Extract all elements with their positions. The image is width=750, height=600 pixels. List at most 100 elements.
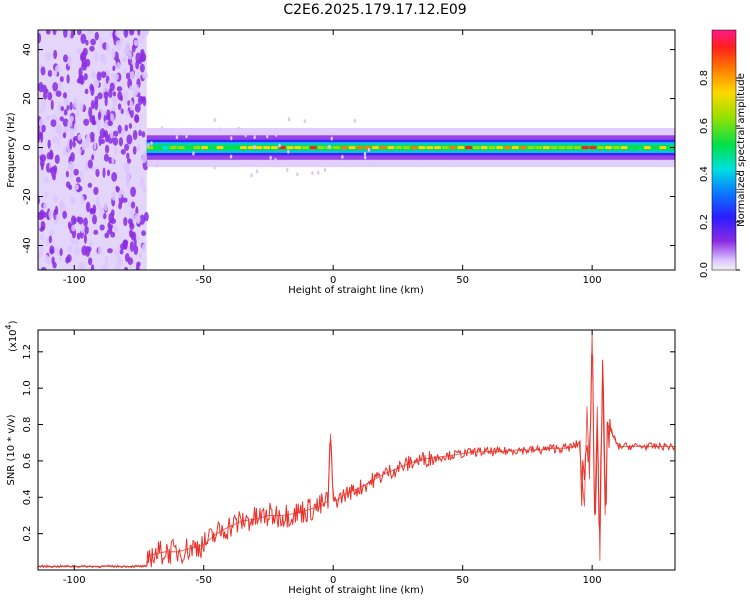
noise-blob xyxy=(38,223,42,229)
signal-scatter-blob xyxy=(255,169,259,174)
noise-blob xyxy=(81,195,85,206)
signal-scatter-blob xyxy=(364,155,367,160)
noise-blob xyxy=(81,141,87,151)
noise-blob xyxy=(143,211,149,222)
signal-scatter-blob xyxy=(170,129,173,134)
noise-blob xyxy=(124,124,128,132)
snr-panel: -100 -50 0 50 100 0.2 0.4 0.6 0.8 1.0 1.2 Height … xyxy=(4,320,676,596)
snr-y-tick-label: 0.8 xyxy=(22,417,33,433)
noise-blob xyxy=(71,224,76,232)
noise-blob xyxy=(141,243,146,254)
signal-scatter-blob xyxy=(244,133,247,138)
signal-scatter-blob xyxy=(147,143,150,148)
noise-blob xyxy=(144,30,149,36)
noise-blob xyxy=(141,154,147,164)
noise-blob xyxy=(52,81,59,92)
signal-core-segment xyxy=(356,146,364,150)
signal-core-segment xyxy=(271,146,278,150)
signal-core-segment xyxy=(519,146,527,150)
noise-blob xyxy=(69,101,73,111)
noise-blob xyxy=(120,108,124,115)
noise-blob xyxy=(100,71,107,79)
snr-x-tick-label: 50 xyxy=(456,575,469,586)
noise-blob xyxy=(123,217,128,227)
signal-scatter-blob xyxy=(287,149,290,154)
colorbar-scale xyxy=(711,29,737,271)
snr-x-ticks: -100 -50 0 50 100 xyxy=(63,330,602,586)
noise-blob xyxy=(52,194,58,203)
noise-blob xyxy=(93,186,99,196)
noise-blob xyxy=(111,72,115,81)
noise-blob xyxy=(80,223,85,234)
spectrogram-x-ticks: -100 -50 0 50 100 xyxy=(63,30,602,286)
signal-core-segment xyxy=(193,146,201,150)
noise-blob xyxy=(127,201,132,208)
noise-blob xyxy=(62,92,68,99)
noise-blob xyxy=(134,114,140,124)
noise-blob xyxy=(116,61,121,70)
signal-scatter-blob xyxy=(317,170,320,175)
noise-blob xyxy=(44,176,49,184)
noise-blob xyxy=(88,106,93,118)
noise-blob xyxy=(39,209,45,220)
noise-blob xyxy=(133,84,140,95)
signal-core-segment xyxy=(317,146,325,150)
noise-blob xyxy=(83,118,90,126)
noise-blob xyxy=(141,71,148,80)
noise-blob xyxy=(83,233,87,245)
signal-core-segment xyxy=(449,146,457,150)
noise-blob xyxy=(76,232,81,240)
noise-blob xyxy=(39,107,44,114)
spectrogram-y-tick-label: 20 xyxy=(22,92,33,105)
noise-blob xyxy=(128,122,133,129)
noise-blob xyxy=(98,245,103,256)
signal-core-segment xyxy=(636,146,643,150)
noise-blob xyxy=(123,96,129,105)
noise-blob xyxy=(91,154,95,161)
noise-blob xyxy=(116,254,121,261)
noise-blob xyxy=(93,229,99,235)
signal-core-segment xyxy=(504,146,511,150)
noise-blob xyxy=(126,174,131,180)
noise-blob xyxy=(121,56,128,63)
signal-core-segment xyxy=(387,146,395,150)
noise-blob xyxy=(124,143,130,151)
signal-core-segment xyxy=(550,146,558,150)
noise-blob xyxy=(137,34,144,41)
noise-blob xyxy=(102,54,107,66)
noise-blob xyxy=(59,116,64,122)
signal-scatter-blob xyxy=(175,135,179,140)
noise-blob xyxy=(113,145,118,156)
spectrogram-x-tick-label: -100 xyxy=(63,275,86,286)
snr-x-tick-label: 0 xyxy=(330,575,336,586)
signal-scatter-blob xyxy=(274,158,277,163)
colorbar-tick-label: 0.2 xyxy=(699,214,710,230)
signal-core-segment xyxy=(372,146,379,150)
noise-blob xyxy=(87,159,93,169)
noise-blob xyxy=(111,96,117,103)
snr-y-tick-label: 0.6 xyxy=(22,453,33,469)
noise-blob xyxy=(79,170,84,181)
noise-blob xyxy=(99,224,105,231)
noise-blob xyxy=(126,152,130,160)
signal-core-segment xyxy=(224,146,232,150)
noise-blob xyxy=(74,240,79,246)
noise-blob xyxy=(55,90,62,97)
signal-core-segment xyxy=(278,146,286,150)
noise-blob xyxy=(118,137,124,147)
noise-blob xyxy=(116,259,121,270)
signal-core-segment xyxy=(154,146,162,150)
signal-core-segment xyxy=(457,146,465,150)
snr-plot-area xyxy=(38,330,675,569)
noise-blob xyxy=(49,245,55,254)
noise-blob xyxy=(140,48,145,58)
noise-blob xyxy=(119,249,124,255)
noise-blob xyxy=(48,167,53,173)
noise-blob xyxy=(135,215,141,224)
signal-core-segment xyxy=(255,146,263,150)
noise-blob xyxy=(41,99,47,109)
signal-band xyxy=(146,117,675,178)
signal-scatter-blob xyxy=(160,126,164,131)
signal-core-segment xyxy=(511,146,519,150)
noise-blob xyxy=(108,223,113,233)
